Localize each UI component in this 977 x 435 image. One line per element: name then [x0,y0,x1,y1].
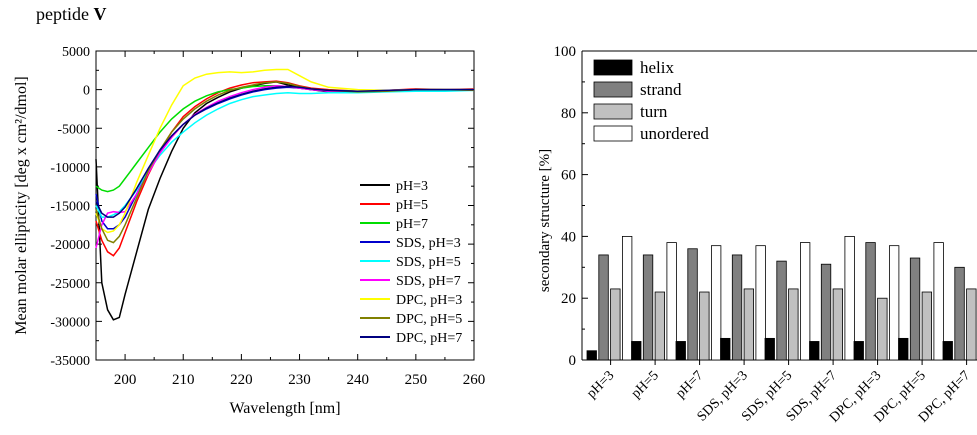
bar [877,297,888,361]
bar [966,288,977,361]
bar [832,288,843,361]
y-tick-label: 0 [83,84,90,99]
x-tick-label: pH=5 [629,368,662,401]
x-tick-label: 200 [114,372,137,388]
legend-label: pH=5 [396,198,428,213]
bar [954,266,965,361]
y-tick-label: 80 [561,106,576,122]
bar [820,263,832,361]
bar [865,242,876,361]
bar [755,245,766,361]
y-tick-label: 60 [561,168,576,184]
bar [598,254,609,361]
legend-label: helix [640,58,674,77]
bar [809,341,820,361]
bar [844,235,855,361]
x-tick-label: 240 [346,372,369,388]
y-tick-label: -35000 [50,354,90,369]
legend-label: turn [640,102,668,121]
bar [800,242,811,361]
series-line [95,89,475,218]
y-tick-label: 5000 [62,45,90,60]
bar [788,288,799,361]
legend-swatch [593,103,633,120]
legend-label: strand [640,80,682,99]
bar [909,257,921,361]
bar [654,291,665,361]
bar [720,337,731,361]
bar [642,254,654,361]
legend-label: DPC, pH=7 [396,331,462,346]
figure-title: peptide V [36,4,106,25]
bar [764,337,775,361]
x-tick-label: 220 [230,372,253,388]
y-tick-label: -5000 [57,122,90,137]
legend-swatch [593,59,633,76]
bar [942,341,953,361]
bar [921,291,932,361]
series-line [95,85,474,218]
legend-swatch [593,81,633,98]
bar [687,248,698,361]
bar [586,350,597,361]
x-tick-label: pH=7 [673,368,706,401]
bar [666,242,677,361]
bar [743,288,754,361]
legend-label: unordered [640,124,709,143]
y-tick-label: -25000 [50,277,90,292]
bar [776,260,787,361]
legend-label: pH=3 [396,179,428,194]
y-tick-label: 40 [561,229,576,245]
legend-label: DPC, pH=3 [396,293,462,308]
y-tick-label: 20 [561,291,576,307]
y-tick-label: 0 [569,353,577,369]
x-tick-label: 260 [463,372,486,388]
legend-label: SDS, pH=3 [396,236,461,251]
legend-label: SDS, pH=5 [396,255,461,270]
bar [731,254,743,361]
x-tick-label: pH=3 [584,368,617,401]
bar [622,235,633,361]
figure-title-prefix: peptide [36,4,94,24]
x-axis-label: Wavelength [nm] [229,400,340,417]
legend-label: SDS, pH=7 [396,274,461,289]
bar [675,341,686,361]
bar [933,242,944,361]
y-tick-label: 100 [554,44,577,60]
y-tick-label: -20000 [50,238,90,253]
y-tick-label: -10000 [50,161,90,176]
bar [711,245,722,361]
y-tick-label: -15000 [50,200,90,215]
bar [898,337,909,361]
y-tick-label: -30000 [50,315,90,330]
x-tick-label: 250 [405,372,428,388]
bar [610,288,621,361]
legend-label: pH=7 [396,217,428,232]
bar [853,341,864,361]
y-axis-label: Mean molar ellipticity [deg x cm²/dmol] [13,76,30,335]
y-axis-label: secondary structure [%] [537,149,553,292]
x-tick-label: 230 [288,372,311,388]
legend-label: DPC, pH=5 [396,312,462,327]
bar [699,291,710,361]
bar [889,245,900,361]
x-tick-label: 210 [172,372,195,388]
figure-title-bold: V [93,4,107,24]
bar [631,341,642,361]
legend-swatch [593,125,633,142]
series-line [95,68,474,234]
